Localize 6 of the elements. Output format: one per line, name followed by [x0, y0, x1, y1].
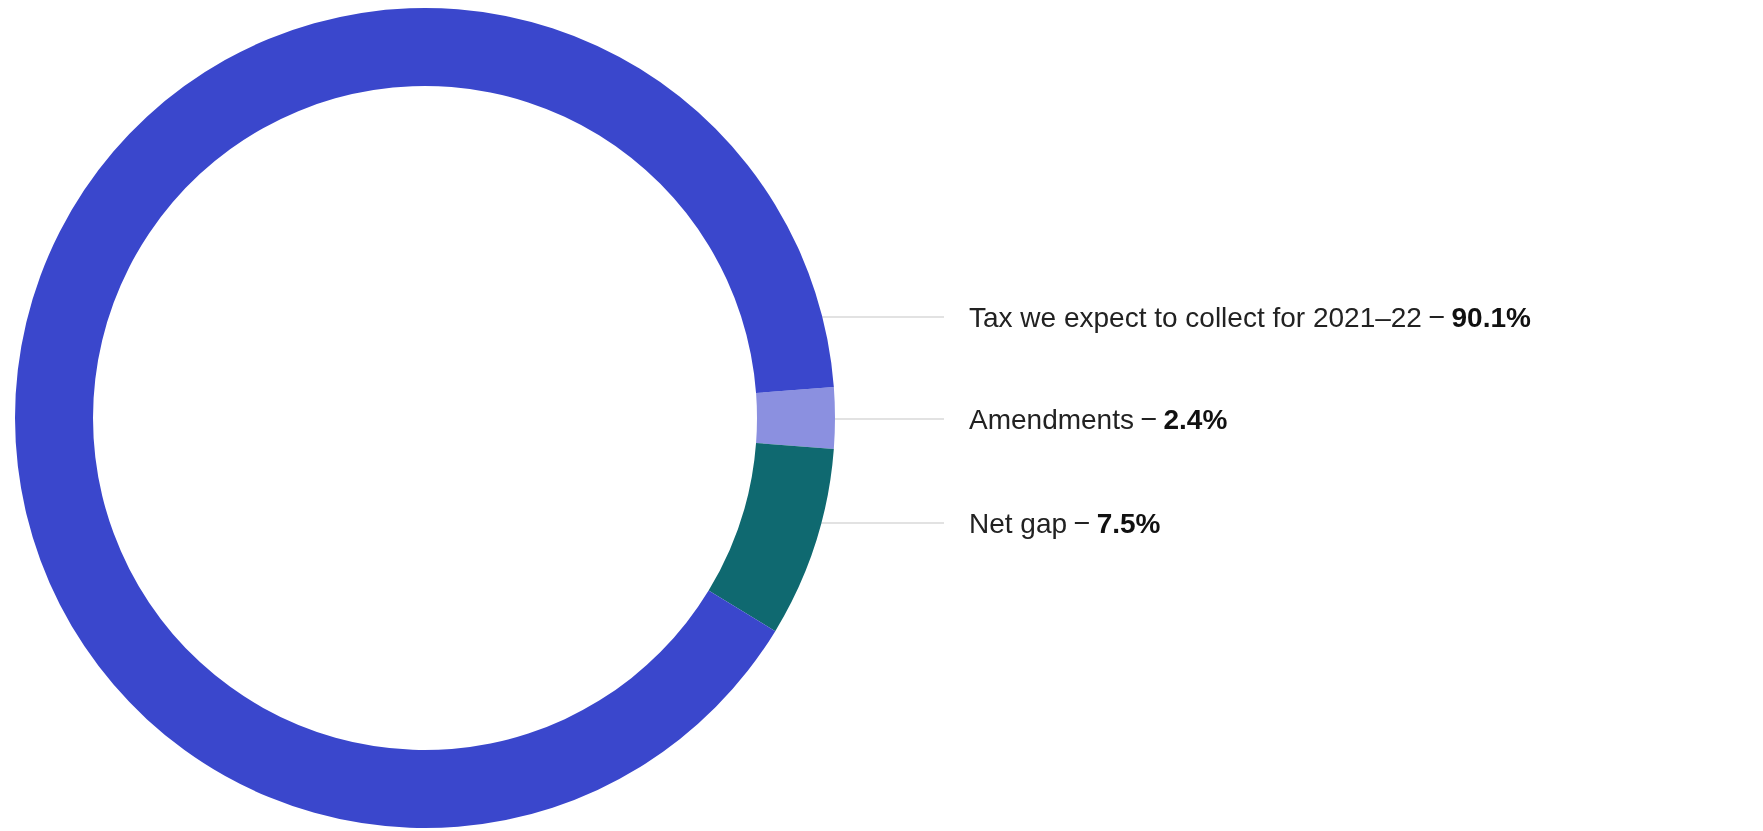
slice-label: Amendments: [969, 403, 1142, 435]
data-label: 7.5%: [1096, 507, 1161, 539]
data-label: 90.1%: [1451, 301, 1531, 333]
slice-label: Tax we expect to collect for 2021–22: [969, 301, 1430, 333]
slice-label: Net gap: [969, 507, 1075, 539]
data-label: 2.4%: [1163, 403, 1228, 435]
